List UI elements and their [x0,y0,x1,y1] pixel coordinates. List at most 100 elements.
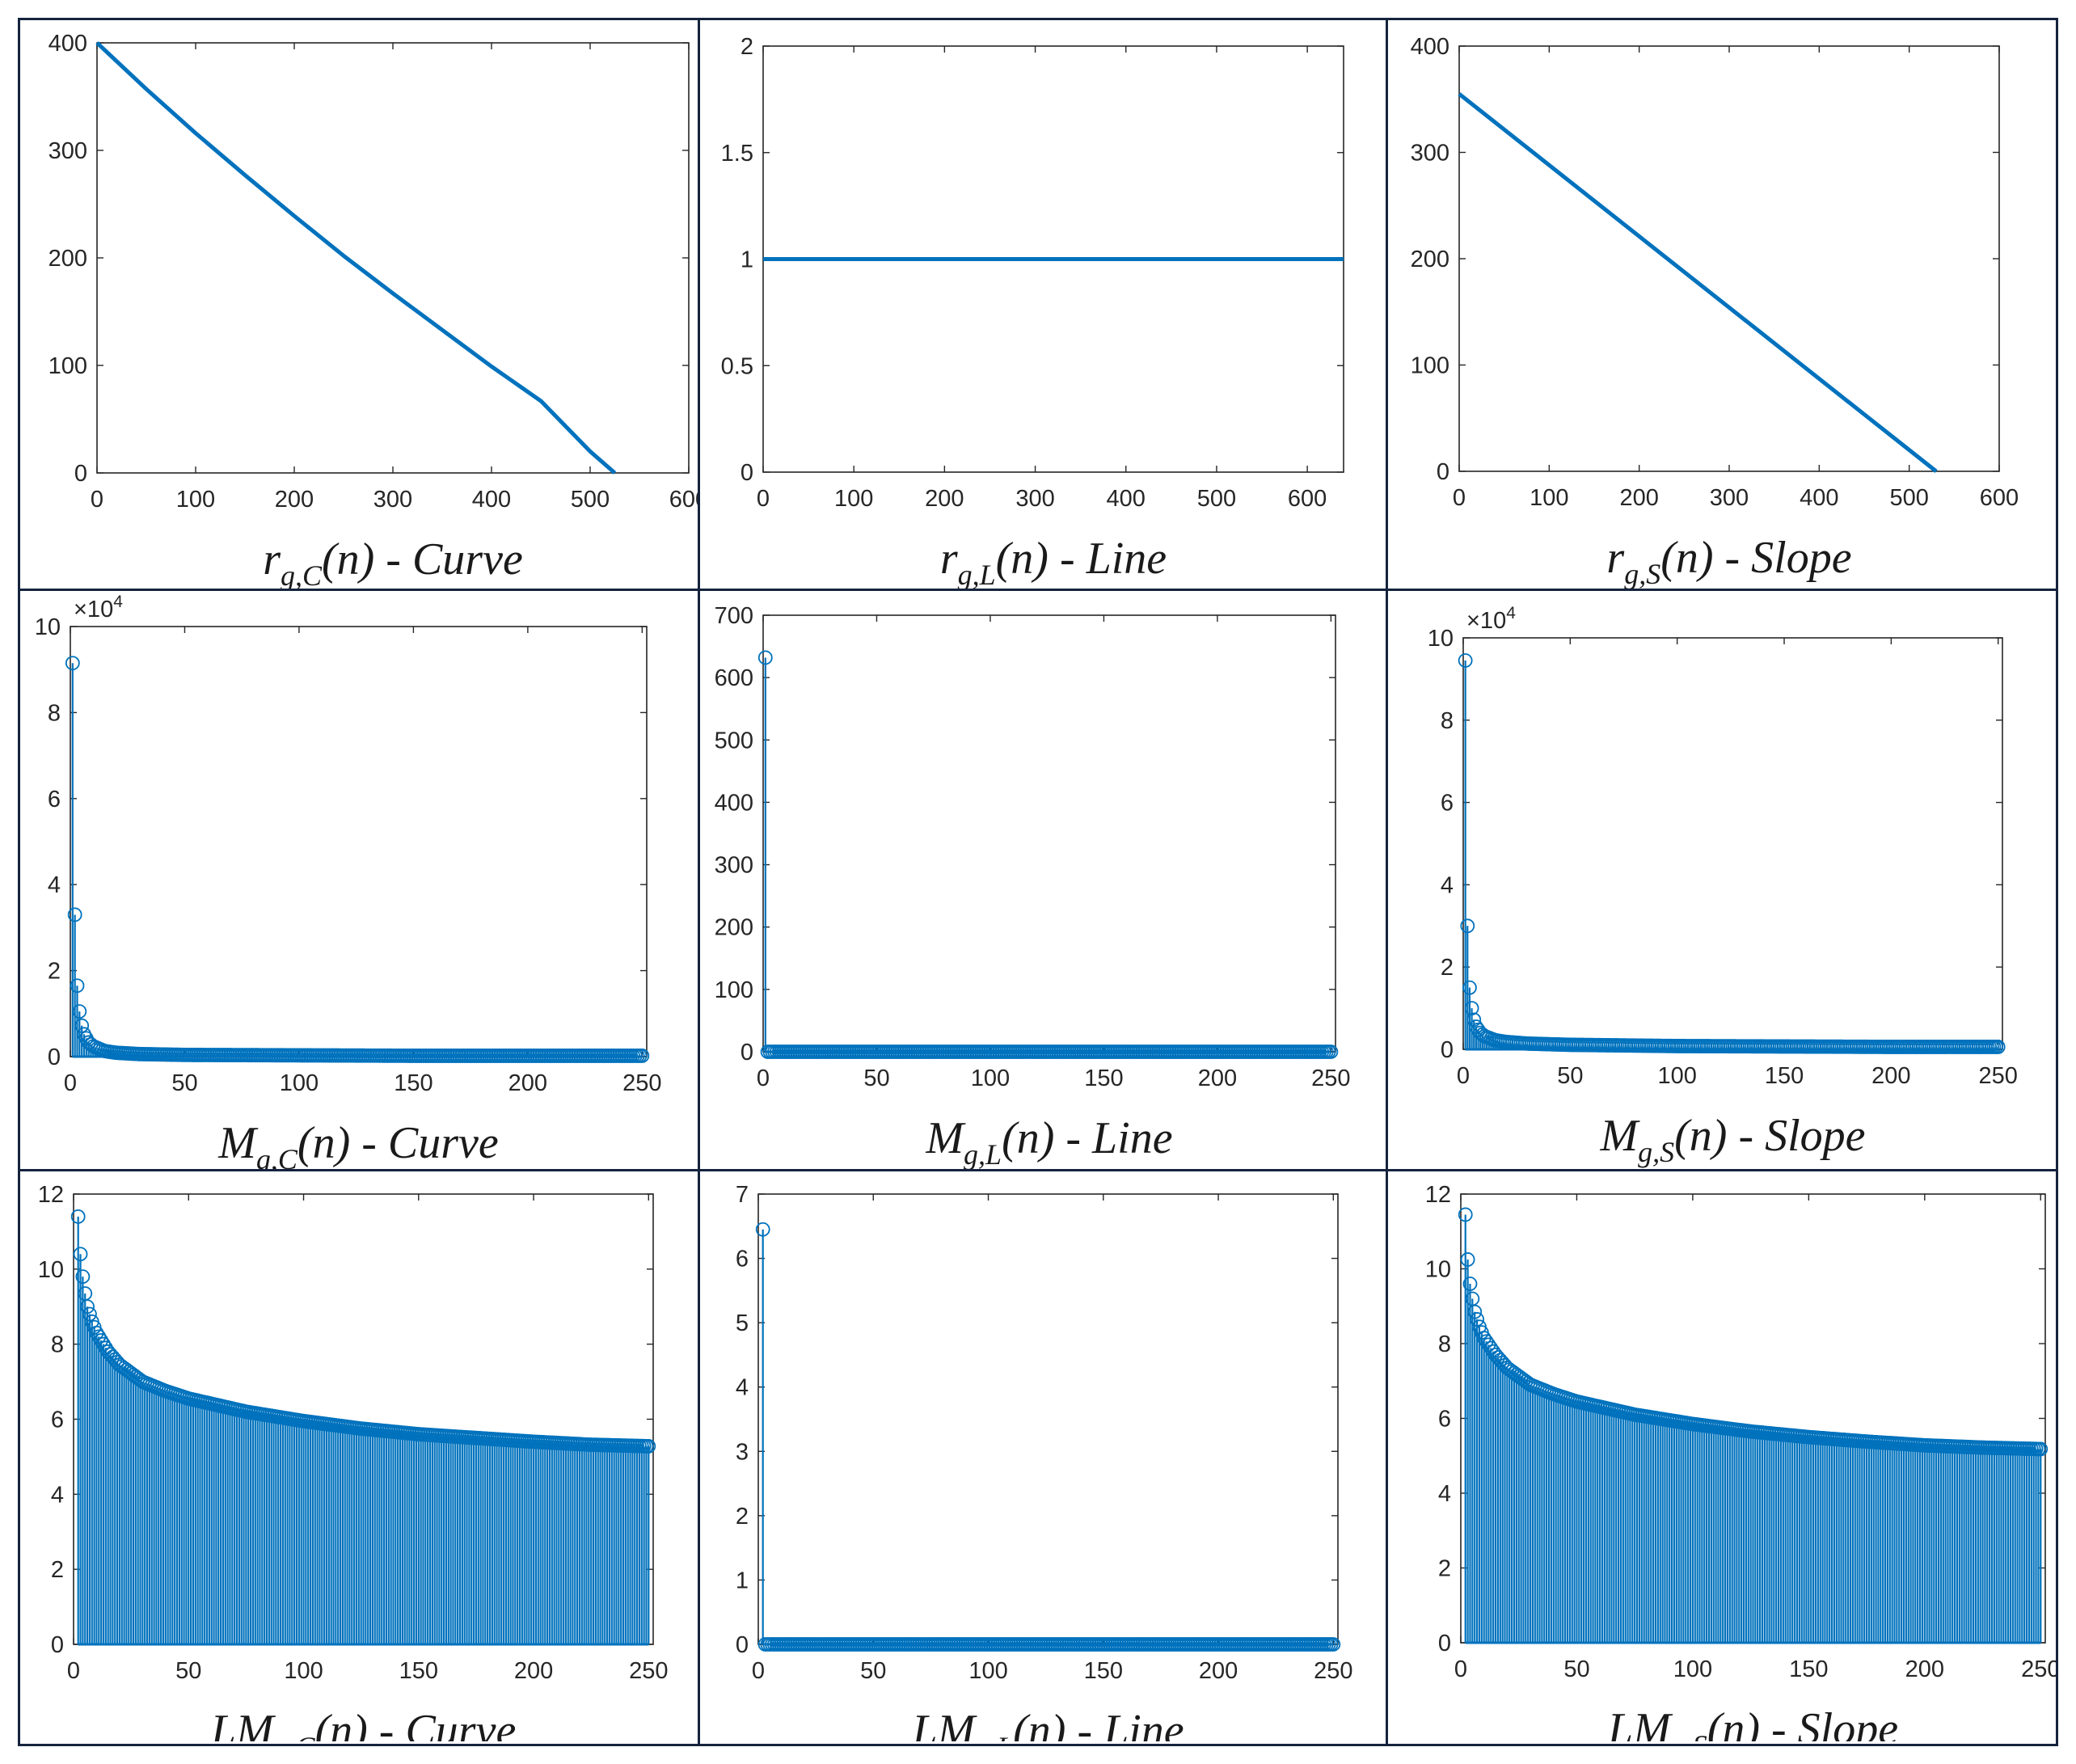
chart-m-line: 0 50 100 150 200 250 0 100 200 300 400 500 600 700 Mg,… [715,603,1351,1169]
y-tick-label: 10 [1428,626,1454,652]
y-tick-label: 2 [741,34,753,60]
x-tick-label: 200 [1198,1066,1237,1091]
chart-title: Mg,C(n) - Curve [217,1118,498,1169]
x-tick-label: 400 [472,487,511,513]
stem-marker [1467,1304,1483,1319]
stem-marker [757,650,773,665]
title-base: r [940,534,958,584]
y-tick-label: 0.5 [721,353,753,379]
x-tick-label: 100 [176,487,215,513]
stem-marker [1470,1312,1484,1327]
title-base: LM [911,1706,977,1741]
panel-r-curve: 0 100 200 300 400 500 600 0 100 200 300 400 rg,C(n) … [20,20,700,591]
stem-marker [641,1439,656,1454]
x-tick-label: 500 [571,487,610,513]
title-subscript: g,C [281,559,323,589]
x-tick-label: 300 [1710,485,1749,511]
x-tick-label: 500 [1197,486,1236,512]
y-tick-label: 6 [48,787,61,812]
title-subscript: g,C [256,1143,298,1169]
series-line [95,41,617,475]
y-tick-label: 12 [38,1182,64,1208]
stem-marker [74,1018,90,1033]
stem-marker [72,1004,87,1019]
x-tick-label: 250 [1979,1063,2018,1089]
stems [1464,1214,2042,1643]
stem-marker [75,1269,91,1285]
x-tick-label: 200 [925,486,964,512]
x-tick-label: 0 [757,1066,770,1091]
y-tick-label: 0 [1437,459,1449,485]
x-tick-label: 250 [1314,1658,1352,1684]
chart-m-slope: 0 50 100 150 200 250 0 2 4 6 8 10 ×104 Mg,S(n) - Slop… [1428,604,2018,1168]
plot-frame [96,42,690,474]
stem-marker [82,1306,97,1322]
chart-r-line: 0 100 200 300 400 500 600 0 0.5 1 1.5 2 rg,L(n) - Li… [721,34,1344,589]
x-tick-label: 400 [1800,485,1838,511]
stem-marker [91,1329,107,1344]
title-base: r [263,534,281,584]
title-rest: (n) - Slope [1660,533,1851,583]
y-tick-label: 10 [35,614,61,640]
y-tick-label: 8 [51,1332,64,1358]
y-tick-label: 7 [736,1182,749,1208]
x-tick-label: 50 [171,1070,197,1096]
y-tick-label: 2 [736,1504,749,1530]
x-tick-label: 250 [629,1658,668,1684]
stem-marker [73,1247,88,1262]
plot-frame [762,614,1336,1053]
x-tick-label: 50 [1557,1063,1583,1089]
plot-frame [70,626,648,1057]
plot-r-slope: 0 100 200 300 400 500 600 0 100 200 300 400 rg,S(n) … [1411,34,2019,589]
title-subscript: g,C [273,1731,315,1741]
plot-m-line: 0 50 100 150 200 250 0 100 200 300 400 500 600 700 Mg,… [715,603,1351,1169]
stem-marker [80,1299,95,1315]
chart-title: LMg,S(n) - Slope [1607,1704,1898,1741]
title-base: LM [1607,1704,1673,1741]
stem-marker [1460,918,1475,934]
x-tick-label: 0 [67,1658,80,1684]
chart-title: LMg,C(n) - Curve [210,1706,517,1741]
y-tick-label: 2 [51,1557,64,1583]
y-tick-label: 100 [715,977,753,1003]
x-tick-label: 50 [175,1658,201,1684]
y-tick-label: 8 [48,700,61,726]
stem-marker [67,907,82,922]
x-tick-label: 250 [2021,1656,2056,1682]
y-tick-label: 300 [1411,141,1449,167]
plot-m-slope: 0 50 100 150 200 250 0 2 4 6 8 10 ×104 Mg,S(n) - Slop… [1428,604,2018,1168]
x-tick-label: 300 [1015,486,1054,512]
plot-r-curve: 0 100 200 300 400 500 600 0 100 200 300 400 rg,C(n) … [49,31,698,589]
title-subscript: g,S [1671,1729,1707,1741]
stem-marker [65,656,80,671]
y-tick-label: 0 [736,1632,749,1658]
y-tick-label: 0 [741,1040,753,1066]
chart-title: rg,C(n) - Curve [263,534,523,589]
plot-lm-line: 0 50 100 150 200 250 0 1 2 3 4 5 6 7 LMg,L(n) - Line [736,1182,1353,1741]
y-tick-label: 100 [49,353,87,379]
x-tick-label: 0 [1457,1063,1470,1089]
plot-frame [1458,45,2000,472]
title-rest: (n) - Curve [315,1706,517,1741]
chart-lm-slope: 0 50 100 150 200 250 0 2 4 6 8 10 12 LMg,S(n) - Slope [1425,1182,2056,1741]
y-tick-label: 2 [1441,955,1454,981]
title-rest: (n) - Curve [322,534,523,584]
title-rest: (n) - Slope [1674,1111,1865,1161]
x-tick-label: 0 [64,1070,77,1096]
stem-marker [755,1222,770,1237]
title-subscript: g,L [964,1138,1002,1169]
title-base: M [925,1113,966,1163]
y-tick-label: 10 [1425,1257,1451,1283]
x-tick-label: 0 [1454,1656,1467,1682]
title-subscript: g,S [1624,558,1660,589]
panel-r-slope: 0 100 200 300 400 500 600 0 100 200 300 400 rg,S(n) … [1388,20,2056,591]
panel-lm-curve: 0 50 100 150 200 250 0 2 4 6 8 10 12 LMg,C(n) - Curve [20,1171,700,1744]
panel-lm-line: 0 50 100 150 200 250 0 1 2 3 4 5 6 7 LMg,L(n) - Line [700,1171,1388,1744]
y-tick-label: 10 [38,1257,64,1283]
y-tick-label: 2 [1438,1556,1451,1582]
chart-m-curve: 0 50 100 150 200 250 0 2 4 6 8 10 ×104 Mg,C(n) - Curv… [35,593,662,1169]
chart-title: rg,S(n) - Slope [1606,533,1851,589]
title-subscript: g,S [1638,1136,1674,1168]
x-tick-label: 250 [622,1070,661,1096]
y-tick-label: 1 [741,247,753,273]
